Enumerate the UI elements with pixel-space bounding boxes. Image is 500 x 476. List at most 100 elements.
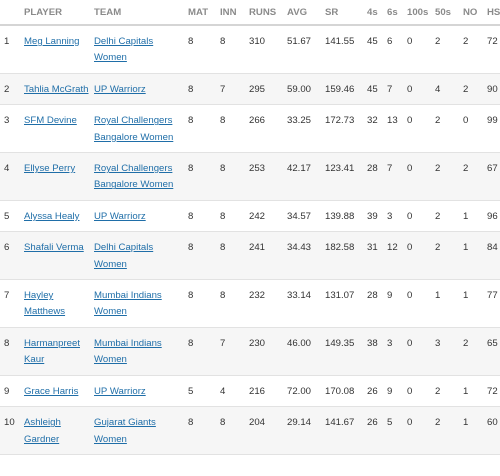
sixes-cell: 13 xyxy=(383,104,403,154)
innings-cell: 4 xyxy=(216,375,245,408)
header-player[interactable]: PLAYER xyxy=(20,0,90,26)
sixes-cell: 5 xyxy=(383,406,403,455)
runs-cell: 232 xyxy=(245,279,283,328)
team-link[interactable]: UP Warriorz xyxy=(94,385,146,397)
team-link[interactable]: Gujarat Giants Women xyxy=(94,417,156,445)
hundreds-cell: 0 xyxy=(403,152,431,201)
team-link[interactable]: UP Warriorz xyxy=(94,83,146,95)
header-fours[interactable]: 4s xyxy=(363,0,383,26)
table-row: 4 Ellyse Perry Royal Challengers Bangalo… xyxy=(0,152,500,201)
hundreds-cell: 0 xyxy=(403,279,431,328)
team-link[interactable]: Mumbai Indians Women xyxy=(94,290,162,318)
runs-cell: 241 xyxy=(245,231,283,281)
matches-cell: 8 xyxy=(184,152,216,201)
highest-score-cell: 90 xyxy=(483,73,500,106)
strike-rate-cell: 182.58 xyxy=(321,231,363,281)
innings-cell: 7 xyxy=(216,73,245,106)
sixes-cell: 9 xyxy=(383,279,403,328)
table-row: 3 SFM Devine Royal Challengers Bangalore… xyxy=(0,104,500,154)
team-link[interactable]: Royal Challengers Bangalore Women xyxy=(94,163,174,191)
innings-cell: 8 xyxy=(216,231,245,281)
not-outs-cell: 2 xyxy=(459,152,483,201)
batting-stats-table: PLAYER TEAM MAT INN RUNS AVG SR 4s 6s 10… xyxy=(0,0,500,455)
player-link[interactable]: Ashleigh Gardner xyxy=(24,417,61,445)
fifties-cell: 2 xyxy=(431,25,459,74)
fours-cell: 31 xyxy=(363,231,383,281)
fifties-cell: 3 xyxy=(431,327,459,376)
innings-cell: 7 xyxy=(216,327,245,376)
header-hundreds[interactable]: 100s xyxy=(403,0,431,26)
average-cell: 42.17 xyxy=(283,152,321,201)
highest-score-cell: 65 xyxy=(483,327,500,376)
highest-score-cell: 84 xyxy=(483,231,500,281)
hundreds-cell: 0 xyxy=(403,406,431,455)
fifties-cell: 4 xyxy=(431,73,459,106)
header-row: PLAYER TEAM MAT INN RUNS AVG SR 4s 6s 10… xyxy=(0,0,500,26)
team-link[interactable]: Royal Challengers Bangalore Women xyxy=(94,115,174,143)
header-team[interactable]: TEAM xyxy=(90,0,184,26)
runs-cell: 216 xyxy=(245,375,283,408)
team-link[interactable]: Delhi Capitals Women xyxy=(94,242,154,270)
header-fifties[interactable]: 50s xyxy=(431,0,459,26)
innings-cell: 8 xyxy=(216,152,245,201)
not-outs-cell: 0 xyxy=(459,104,483,154)
sixes-cell: 9 xyxy=(383,375,403,408)
not-outs-cell: 1 xyxy=(459,406,483,455)
strike-rate-cell: 131.07 xyxy=(321,279,363,328)
runs-cell: 230 xyxy=(245,327,283,376)
matches-cell: 8 xyxy=(184,327,216,376)
player-link[interactable]: SFM Devine xyxy=(24,115,77,127)
player-link[interactable]: Hayley Matthews xyxy=(24,290,66,318)
header-innings[interactable]: INN xyxy=(216,0,245,26)
fifties-cell: 2 xyxy=(431,406,459,455)
team-link[interactable]: Delhi Capitals Women xyxy=(94,36,154,64)
innings-cell: 8 xyxy=(216,406,245,455)
sixes-cell: 7 xyxy=(383,73,403,106)
player-link[interactable]: Ellyse Perry xyxy=(24,163,76,175)
fifties-cell: 2 xyxy=(431,104,459,154)
sixes-cell: 6 xyxy=(383,25,403,74)
table-row: 8 Harmanpreet Kaur Mumbai Indians Women … xyxy=(0,327,500,376)
rank-cell: 2 xyxy=(0,73,20,106)
hundreds-cell: 0 xyxy=(403,200,431,233)
fours-cell: 28 xyxy=(363,279,383,328)
player-link[interactable]: Shafali Verma xyxy=(24,242,84,254)
header-highest-score[interactable]: HS xyxy=(483,0,500,26)
rank-cell: 4 xyxy=(0,152,20,201)
table-header: PLAYER TEAM MAT INN RUNS AVG SR 4s 6s 10… xyxy=(0,0,500,26)
header-rank xyxy=(0,0,20,26)
player-link[interactable]: Meg Lanning xyxy=(24,36,80,47)
team-link[interactable]: Mumbai Indians Women xyxy=(94,337,162,366)
header-runs[interactable]: RUNS xyxy=(245,0,283,26)
table-row: 5 Alyssa Healy UP Warriorz 8 8 242 34.57… xyxy=(0,200,500,233)
not-outs-cell: 2 xyxy=(459,73,483,106)
strike-rate-cell: 172.73 xyxy=(321,104,363,154)
average-cell: 51.67 xyxy=(283,25,321,74)
not-outs-cell: 1 xyxy=(459,231,483,281)
header-sixes[interactable]: 6s xyxy=(383,0,403,26)
header-matches[interactable]: MAT xyxy=(184,0,216,26)
header-not-outs[interactable]: NO xyxy=(459,0,483,26)
rank-cell: 5 xyxy=(0,200,20,233)
matches-cell: 5 xyxy=(184,375,216,408)
player-link[interactable]: Harmanpreet Kaur xyxy=(24,337,80,366)
hundreds-cell: 0 xyxy=(403,25,431,74)
fours-cell: 39 xyxy=(363,200,383,233)
fours-cell: 38 xyxy=(363,327,383,376)
highest-score-cell: 67 xyxy=(483,152,500,201)
header-average[interactable]: AVG xyxy=(283,0,321,26)
player-link[interactable]: Grace Harris xyxy=(24,385,79,397)
matches-cell: 8 xyxy=(184,406,216,455)
hundreds-cell: 0 xyxy=(403,375,431,408)
header-strike-rate[interactable]: SR xyxy=(321,0,363,26)
fifties-cell: 2 xyxy=(431,375,459,408)
not-outs-cell: 1 xyxy=(459,279,483,328)
player-link[interactable]: Tahlia McGrath xyxy=(24,83,89,95)
rank-cell: 10 xyxy=(0,406,20,455)
runs-cell: 253 xyxy=(245,152,283,201)
table-row: 1 Meg Lanning Delhi Capitals Women 8 8 3… xyxy=(0,25,500,74)
rank-cell: 1 xyxy=(0,25,20,74)
innings-cell: 8 xyxy=(216,200,245,233)
team-link[interactable]: UP Warriorz xyxy=(94,210,146,222)
player-link[interactable]: Alyssa Healy xyxy=(24,210,80,222)
